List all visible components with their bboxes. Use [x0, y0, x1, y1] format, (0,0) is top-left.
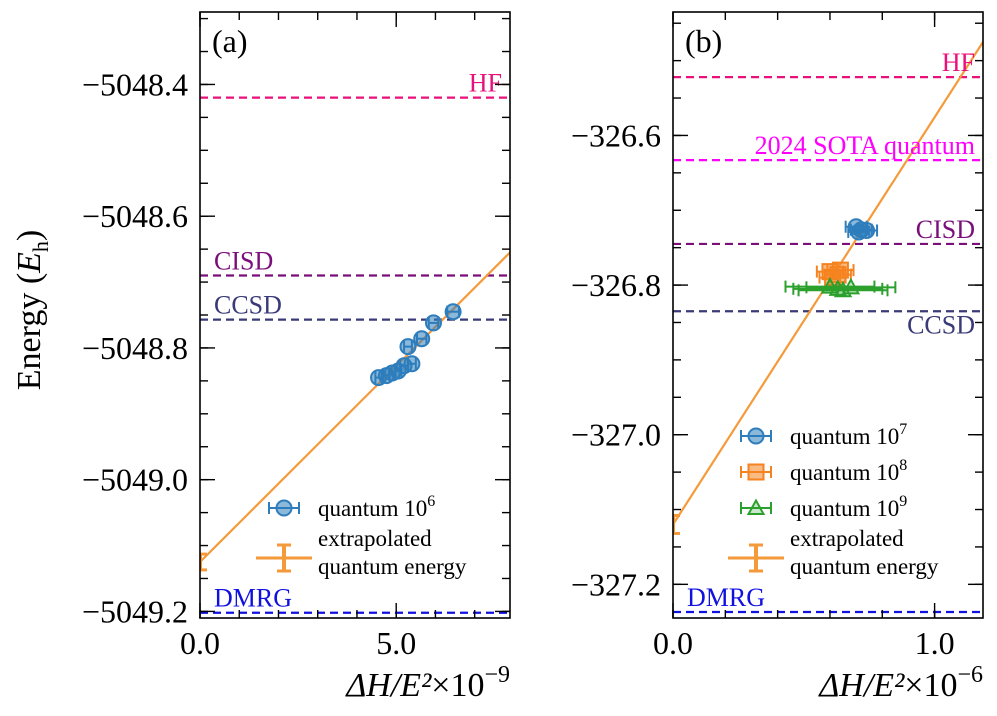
x-axis-multiplier: ×10 [431, 667, 484, 704]
plot-frame [672, 11, 984, 619]
legend-label: quantum 106 [318, 493, 435, 521]
data-point [424, 314, 442, 332]
y-tick-label: −327.0 [571, 417, 661, 453]
data-point [847, 223, 871, 241]
x-tick-label: 0.0 [180, 625, 220, 661]
y-tick-label: −326.6 [571, 117, 661, 153]
plot-area [673, 41, 983, 614]
legend-label-text: quantum 10 [318, 496, 427, 521]
x-tick-label: 5.0 [376, 625, 416, 661]
y-tick-label: −5048.4 [82, 66, 188, 102]
ref-label-ccsd: CCSD [907, 310, 975, 339]
marker-circle [424, 314, 442, 332]
ref-label-dmrg: DMRG [214, 584, 292, 613]
marker-circle [403, 355, 421, 373]
legend-entry: extrapolated quantum energy [256, 526, 467, 579]
data-point [399, 338, 417, 356]
fit-line [200, 251, 510, 563]
marker-circle [413, 330, 431, 348]
legend-label: extrapolated [318, 526, 432, 551]
data-point [403, 355, 421, 373]
data-point [444, 303, 462, 321]
ref-label-ccsd: CCSD [214, 291, 282, 320]
legend-entry: quantum 106 [268, 493, 435, 521]
series-0 [844, 218, 879, 241]
series-2 [784, 277, 897, 298]
legend-marker-circle [747, 427, 765, 445]
y-tick-label: −327.2 [571, 566, 661, 602]
legend-label-text: quantum 10 [790, 460, 899, 485]
y-tick-label: −5049.2 [82, 593, 188, 629]
marker-circle [444, 303, 462, 321]
plot-area [200, 96, 510, 614]
panel-a: HF CISD CCSD DMRG −5048.4 −5048.6 −5048.8 −5049… [82, 11, 511, 704]
marker-circle [850, 223, 868, 241]
ref-label-2024-sota-quantum: 2024 SOTA quantum [755, 131, 975, 160]
y-tick-label: −326.8 [571, 267, 661, 303]
extrapolated-point [673, 514, 680, 535]
legend-entry: extrapolated quantum energy [728, 526, 939, 579]
legend-label: quantum 108 [790, 457, 907, 485]
legend-label: quantum 107 [790, 421, 907, 449]
y-tick-label: −5049.0 [82, 462, 188, 498]
panel-label: (b) [685, 23, 722, 59]
data-point [805, 277, 897, 295]
x-axis-title-main: ΔH/E² [344, 667, 432, 704]
panel-b: HF 2024 SOTA quantum CISD CCSD DMRG −326.6 −32… [571, 11, 984, 704]
legend-entry: quantum 107 [740, 421, 907, 449]
legend-entry: quantum 108 [740, 457, 907, 485]
ref-label-dmrg: DMRG [687, 583, 765, 612]
x-axis-title: ΔH/E²×10−9 [344, 662, 510, 704]
series-1 [815, 261, 855, 287]
x-axis-title-main: ΔH/E² [817, 667, 905, 704]
y-tick-label: −5048.8 [82, 330, 188, 366]
marker-triangle [841, 277, 861, 295]
series-0 [370, 303, 462, 387]
y-tick-label: −5048.6 [82, 198, 188, 234]
legend-label-line2: quantum energy [318, 554, 467, 579]
x-axis-multiplier-exp: −6 [957, 662, 983, 688]
ref-label-cisd: CISD [916, 215, 975, 244]
legend-label-line2: quantum energy [790, 554, 939, 579]
x-axis-title: ΔH/E²×10−6 [817, 662, 983, 704]
ref-label-cisd: CISD [214, 246, 273, 275]
legend-label-sup: 6 [427, 493, 435, 510]
legend-marker-circle [275, 499, 293, 517]
x-axis-multiplier-exp: −9 [484, 662, 510, 688]
x-axis-multiplier: ×10 [904, 667, 957, 704]
x-tick-label: 1.0 [915, 625, 955, 661]
legend-label-text: quantum 10 [790, 496, 899, 521]
ref-label-hf: HF [942, 48, 975, 77]
marker-square [831, 261, 849, 279]
extrapolated-point [200, 552, 207, 572]
marker-circle [399, 338, 417, 356]
legend: quantum 106 extrapolated quantum energy [256, 493, 467, 579]
panel-label: (a) [212, 23, 248, 59]
y-axis-title-text: Energy (Eh) [11, 230, 53, 391]
legend-label: extrapolated [790, 526, 904, 551]
y-axis-title: Energy (Eh) [11, 230, 53, 391]
data-point [413, 330, 431, 348]
data-point [826, 261, 855, 279]
legend-entry: quantum 109 [740, 493, 907, 521]
legend-label-sup: 9 [899, 493, 907, 510]
legend-label: quantum 109 [790, 493, 907, 521]
x-tick-label: 0.0 [653, 625, 693, 661]
legend-label-sup: 8 [899, 457, 907, 474]
legend-marker-triangle [746, 498, 766, 515]
ref-label-hf: HF [469, 69, 502, 98]
legend-label-sup: 7 [899, 421, 907, 438]
legend-marker-square [747, 463, 765, 481]
legend-label-text: quantum 10 [790, 424, 899, 449]
